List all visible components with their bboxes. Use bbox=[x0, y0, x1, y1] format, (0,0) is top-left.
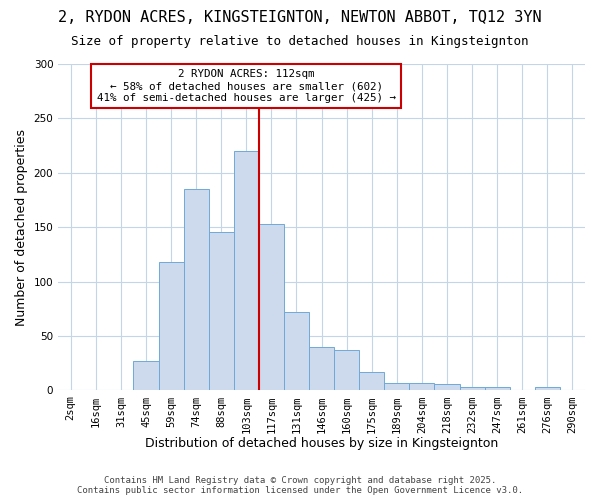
Text: Size of property relative to detached houses in Kingsteignton: Size of property relative to detached ho… bbox=[71, 35, 529, 48]
Bar bbox=[133, 361, 158, 390]
Bar bbox=[434, 384, 460, 390]
Bar bbox=[309, 347, 334, 391]
Bar bbox=[385, 383, 409, 390]
Bar bbox=[209, 232, 234, 390]
Bar bbox=[359, 372, 385, 390]
Bar bbox=[334, 350, 359, 391]
Bar bbox=[535, 387, 560, 390]
Bar bbox=[284, 312, 309, 390]
Bar bbox=[158, 262, 184, 390]
X-axis label: Distribution of detached houses by size in Kingsteignton: Distribution of detached houses by size … bbox=[145, 437, 498, 450]
Y-axis label: Number of detached properties: Number of detached properties bbox=[15, 128, 28, 326]
Text: Contains HM Land Registry data © Crown copyright and database right 2025.
Contai: Contains HM Land Registry data © Crown c… bbox=[77, 476, 523, 495]
Bar bbox=[409, 383, 434, 390]
Text: 2, RYDON ACRES, KINGSTEIGNTON, NEWTON ABBOT, TQ12 3YN: 2, RYDON ACRES, KINGSTEIGNTON, NEWTON AB… bbox=[58, 10, 542, 25]
Bar bbox=[259, 224, 284, 390]
Bar bbox=[234, 151, 259, 390]
Bar bbox=[184, 189, 209, 390]
Bar bbox=[485, 387, 510, 390]
Text: 2 RYDON ACRES: 112sqm
← 58% of detached houses are smaller (602)
41% of semi-det: 2 RYDON ACRES: 112sqm ← 58% of detached … bbox=[97, 70, 396, 102]
Bar bbox=[460, 387, 485, 390]
